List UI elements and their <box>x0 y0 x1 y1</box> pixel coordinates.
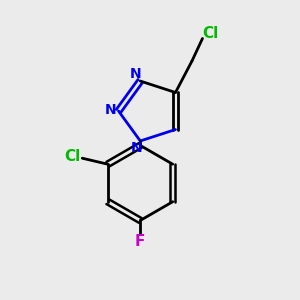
Text: N: N <box>130 68 142 81</box>
Text: F: F <box>135 234 146 249</box>
Text: N: N <box>104 103 116 116</box>
Text: Cl: Cl <box>64 149 81 164</box>
Text: N: N <box>131 141 142 154</box>
Text: Cl: Cl <box>202 26 218 41</box>
